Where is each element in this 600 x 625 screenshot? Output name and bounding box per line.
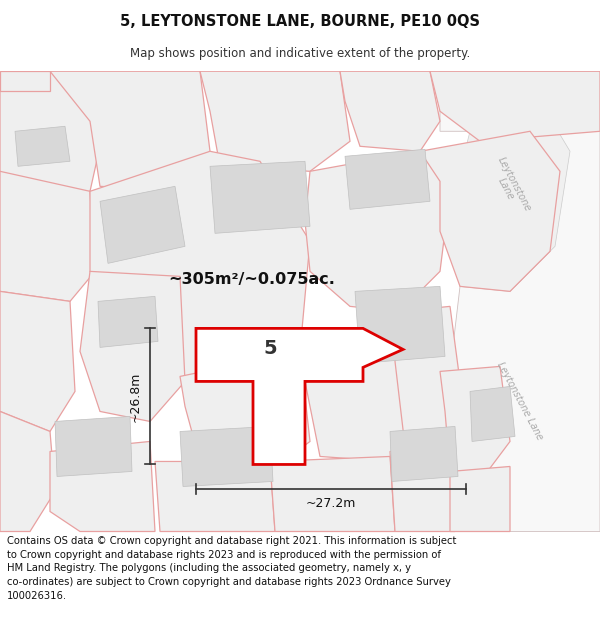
- Polygon shape: [440, 71, 600, 531]
- Text: Leytonstone
Lane: Leytonstone Lane: [487, 155, 533, 218]
- Polygon shape: [355, 286, 445, 363]
- Polygon shape: [196, 328, 403, 464]
- Text: 5, LEYTONSTONE LANE, BOURNE, PE10 0QS: 5, LEYTONSTONE LANE, BOURNE, PE10 0QS: [120, 14, 480, 29]
- Text: ~27.2m: ~27.2m: [306, 498, 356, 511]
- Polygon shape: [180, 351, 310, 471]
- Polygon shape: [98, 296, 158, 348]
- Polygon shape: [80, 271, 185, 421]
- Polygon shape: [340, 71, 440, 151]
- Polygon shape: [345, 149, 430, 209]
- Polygon shape: [0, 71, 110, 201]
- Text: Leytonstone Lane: Leytonstone Lane: [495, 361, 545, 442]
- Polygon shape: [450, 466, 510, 531]
- Polygon shape: [460, 101, 570, 286]
- Polygon shape: [420, 131, 560, 291]
- Polygon shape: [305, 151, 450, 311]
- Polygon shape: [390, 446, 455, 531]
- Polygon shape: [200, 71, 350, 171]
- Polygon shape: [300, 331, 420, 461]
- Polygon shape: [440, 366, 510, 481]
- Polygon shape: [430, 71, 600, 141]
- Text: Contains OS data © Crown copyright and database right 2021. This information is : Contains OS data © Crown copyright and d…: [7, 536, 457, 601]
- Polygon shape: [395, 306, 460, 451]
- Polygon shape: [155, 461, 275, 531]
- Polygon shape: [0, 71, 50, 91]
- Polygon shape: [50, 71, 210, 191]
- Polygon shape: [100, 186, 185, 263]
- Polygon shape: [50, 441, 155, 531]
- Text: ~26.8m: ~26.8m: [129, 371, 142, 422]
- Polygon shape: [390, 426, 458, 481]
- Polygon shape: [470, 386, 515, 441]
- Polygon shape: [210, 161, 310, 233]
- Text: Map shows position and indicative extent of the property.: Map shows position and indicative extent…: [130, 47, 470, 60]
- Text: ~305m²/~0.075ac.: ~305m²/~0.075ac.: [168, 272, 335, 287]
- Polygon shape: [270, 456, 395, 531]
- Polygon shape: [0, 291, 75, 431]
- Text: 5: 5: [263, 339, 277, 358]
- Polygon shape: [55, 416, 132, 476]
- Polygon shape: [90, 151, 310, 381]
- Polygon shape: [15, 126, 70, 166]
- Polygon shape: [180, 426, 273, 486]
- Polygon shape: [0, 411, 55, 531]
- Polygon shape: [0, 171, 95, 301]
